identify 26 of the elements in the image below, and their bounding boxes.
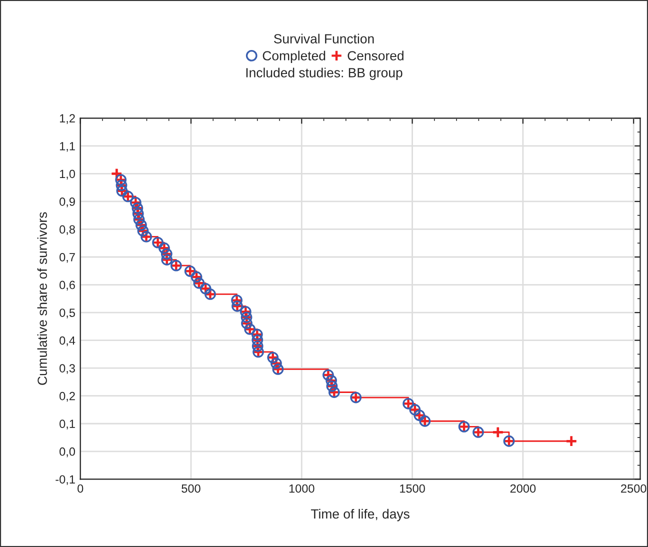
- x-tick-label: 0: [78, 484, 84, 493]
- legend-label: Censored: [348, 50, 404, 60]
- y-tick-label: -0,1: [56, 475, 75, 485]
- x-tick-label: 1500: [400, 484, 425, 493]
- x-axis-title: Time of life, days: [310, 508, 410, 522]
- x-tick-label: 1000: [289, 484, 314, 493]
- y-tick-label: 0,1: [60, 420, 75, 430]
- y-tick-label: 0,9: [60, 198, 75, 208]
- y-tick-label: 0,8: [60, 225, 75, 236]
- y-tick-label: 0,5: [60, 308, 75, 318]
- y-axis-title: Cumulative share of survivors: [37, 212, 47, 385]
- y-tick-label: 0,4: [60, 336, 76, 346]
- x-tick-label: 2000: [510, 484, 536, 493]
- chart-title: Survival Function: [274, 34, 374, 44]
- y-tick-label: 0,2: [60, 392, 75, 402]
- y-tick-label: 0,0: [60, 447, 76, 458]
- y-tick-label: 0,3: [60, 364, 75, 374]
- y-tick-label: 1,1: [60, 142, 75, 152]
- chart-subtitle: Included studies: BB group: [246, 68, 402, 80]
- legend-label: Completed: [262, 50, 326, 64]
- y-tick-label: 0,7: [60, 253, 75, 263]
- y-tick-label: 1,2: [60, 114, 75, 124]
- y-tick-label: 0,6: [60, 280, 75, 291]
- x-tick-label: 500: [182, 484, 200, 493]
- y-tick-label: 1,0: [60, 170, 76, 180]
- x-tick-label: 2500: [621, 484, 646, 493]
